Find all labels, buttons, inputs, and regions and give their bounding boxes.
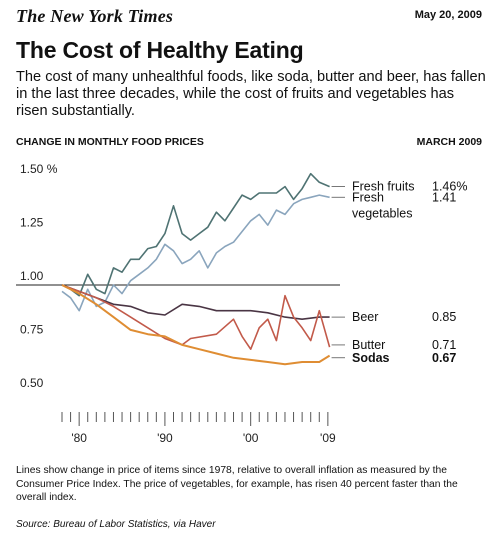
publication-date: May 20, 2009: [414, 9, 482, 21]
x-tick-label: '80: [71, 431, 87, 445]
series-line-sodas: [61, 284, 331, 366]
headline: The Cost of Healthy Eating: [16, 37, 304, 63]
chart-footnote: Lines show change in price of items sinc…: [16, 465, 458, 503]
source-note: Source: Bureau of Labor Statistics, via …: [16, 519, 216, 530]
series-label: Butter: [352, 338, 385, 352]
x-tick-label: '90: [157, 431, 173, 445]
chart-header: CHANGE IN MONTHLY FOOD PRICES MARCH 2009: [16, 136, 482, 148]
y-tick-label: 1.25: [20, 216, 44, 230]
masthead-logo: The New York Times: [16, 6, 174, 26]
y-tick-label: 1.50 %: [20, 162, 58, 176]
series-line-fresh-fruits: [61, 172, 330, 297]
series-label: Sodas: [352, 351, 390, 365]
series-end-value: 1.46%: [432, 180, 467, 194]
series-label: Fresh vegetables: [352, 190, 412, 220]
y-tick-label: 0.75: [20, 323, 44, 337]
subtitle: The cost of many unhealthful foods, like…: [16, 69, 486, 119]
series-end-value: 0.67: [432, 351, 456, 365]
series-label: Beer: [352, 310, 378, 324]
series-line-butter: [61, 284, 331, 350]
line-chart: 1.50 % 1.25 1.00 0.75 0.50 '80 '90 '00 '09 Fresh …: [16, 162, 467, 445]
series-end-value: 0.71: [432, 338, 456, 352]
series-end-value: 0.85: [432, 310, 456, 324]
series-line-beer: [61, 284, 330, 320]
chart-header-title: CHANGE IN MONTHLY FOOD PRICES: [16, 136, 204, 148]
x-tick-label: '09: [320, 431, 336, 445]
series-line-fresh-vegetables: [61, 194, 330, 312]
chart-header-date: MARCH 2009: [416, 136, 482, 148]
series-label: Fresh fruits: [352, 180, 415, 194]
x-tick-label: '00: [243, 431, 259, 445]
y-tick-label: 1.00: [20, 269, 44, 283]
y-tick-label: 0.50: [20, 376, 44, 390]
series-end-value: 1.41: [432, 190, 456, 204]
